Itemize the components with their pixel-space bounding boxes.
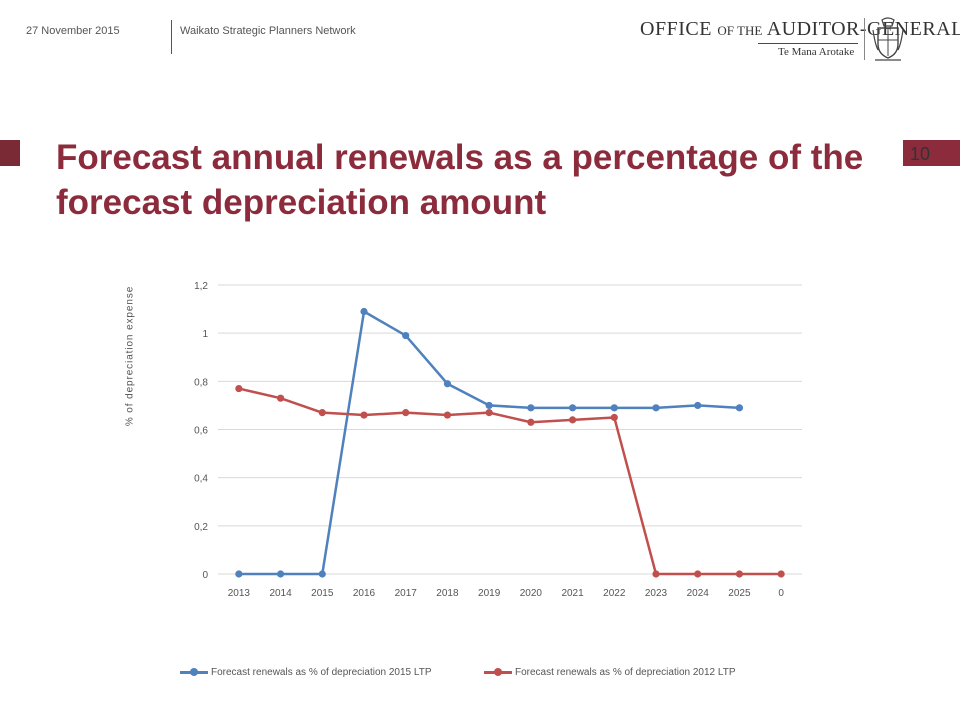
x-tick-label: 2020	[520, 588, 543, 599]
data-point-0	[694, 401, 702, 410]
x-tick-label: 2018	[436, 588, 459, 599]
x-tick-label: 2013	[228, 588, 251, 599]
header-date: 27 November 2015	[26, 25, 120, 37]
logo-auditor: AUDITOR-GENERAL	[767, 18, 960, 40]
data-point-1	[735, 570, 744, 578]
logo-office: OFFICE	[640, 18, 712, 40]
data-point-1	[694, 570, 702, 578]
data-point-1	[276, 394, 285, 402]
legend-label-2015: Forecast renewals as % of depreciation 2…	[211, 667, 432, 678]
data-point-1	[610, 413, 618, 422]
logo-subtitle: Te Mana Arotake	[778, 46, 855, 58]
y-tick-label: 0,2	[194, 522, 208, 533]
y-tick-label: 0,6	[194, 426, 208, 437]
data-point-0	[485, 401, 493, 410]
title-accent	[0, 140, 20, 166]
legend-label-2012: Forecast renewals as % of depreciation 2…	[515, 667, 736, 678]
x-tick-label: 2024	[687, 588, 710, 599]
data-point-0	[318, 570, 326, 578]
x-tick-label: 2019	[478, 588, 501, 599]
y-tick-label: 1,2	[194, 281, 208, 292]
x-tick-label: 2021	[561, 588, 584, 599]
coat-of-arms-icon	[872, 17, 904, 61]
x-tick-label: 0	[778, 588, 784, 599]
y-tick-label: 0,4	[194, 474, 208, 485]
x-tick-label: 2017	[395, 588, 418, 599]
data-point-0	[276, 570, 285, 578]
data-point-0	[402, 331, 410, 340]
data-point-0	[568, 404, 577, 412]
data-point-1	[235, 384, 243, 393]
legend-item-2015: Forecast renewals as % of depreciation 2…	[180, 667, 432, 678]
data-point-1	[443, 411, 452, 419]
legend-swatch-2015	[180, 668, 208, 676]
logo-divider	[864, 18, 865, 60]
x-tick-label: 2015	[311, 588, 334, 599]
slide-title: Forecast annual renewals as a percentage…	[56, 138, 864, 222]
data-point-1	[360, 411, 368, 419]
data-point-0	[527, 404, 535, 412]
data-point-1	[318, 409, 326, 417]
y-tick-label: 0,8	[194, 377, 208, 388]
x-tick-label: 2023	[645, 588, 668, 599]
data-point-1	[527, 418, 535, 426]
data-point-0	[610, 404, 618, 412]
data-point-1	[568, 416, 577, 424]
page-number: 10	[903, 140, 960, 166]
header-divider	[171, 20, 172, 54]
data-point-0	[652, 404, 660, 412]
data-point-0	[360, 307, 368, 316]
x-tick-label: 2014	[269, 588, 292, 599]
series-line-1	[238, 387, 782, 576]
data-point-1	[485, 409, 493, 417]
series-line-0	[238, 310, 740, 576]
data-point-1	[777, 570, 785, 578]
data-point-0	[235, 570, 243, 578]
legend-swatch-2012	[484, 668, 512, 676]
logo-rule	[758, 43, 858, 44]
data-point-0	[443, 380, 452, 388]
y-tick-label: 0	[202, 570, 208, 581]
x-tick-label: 2016	[353, 588, 376, 599]
data-point-1	[652, 570, 660, 578]
logo-ofthe: OF THE	[717, 23, 763, 38]
x-tick-label: 2025	[728, 588, 751, 599]
y-tick-label: 1	[202, 329, 208, 340]
oag-logo: OFFICE OF THE AUDITOR-GENERAL Te Mana Ar…	[640, 16, 960, 64]
data-point-1	[402, 409, 410, 417]
logo-wordmark: OFFICE OF THE AUDITOR-GENERAL	[640, 18, 960, 41]
data-point-0	[735, 404, 744, 412]
x-tick-label: 2022	[603, 588, 626, 599]
legend-item-2012: Forecast renewals as % of depreciation 2…	[484, 667, 736, 678]
header-network: Waikato Strategic Planners Network	[180, 25, 356, 37]
